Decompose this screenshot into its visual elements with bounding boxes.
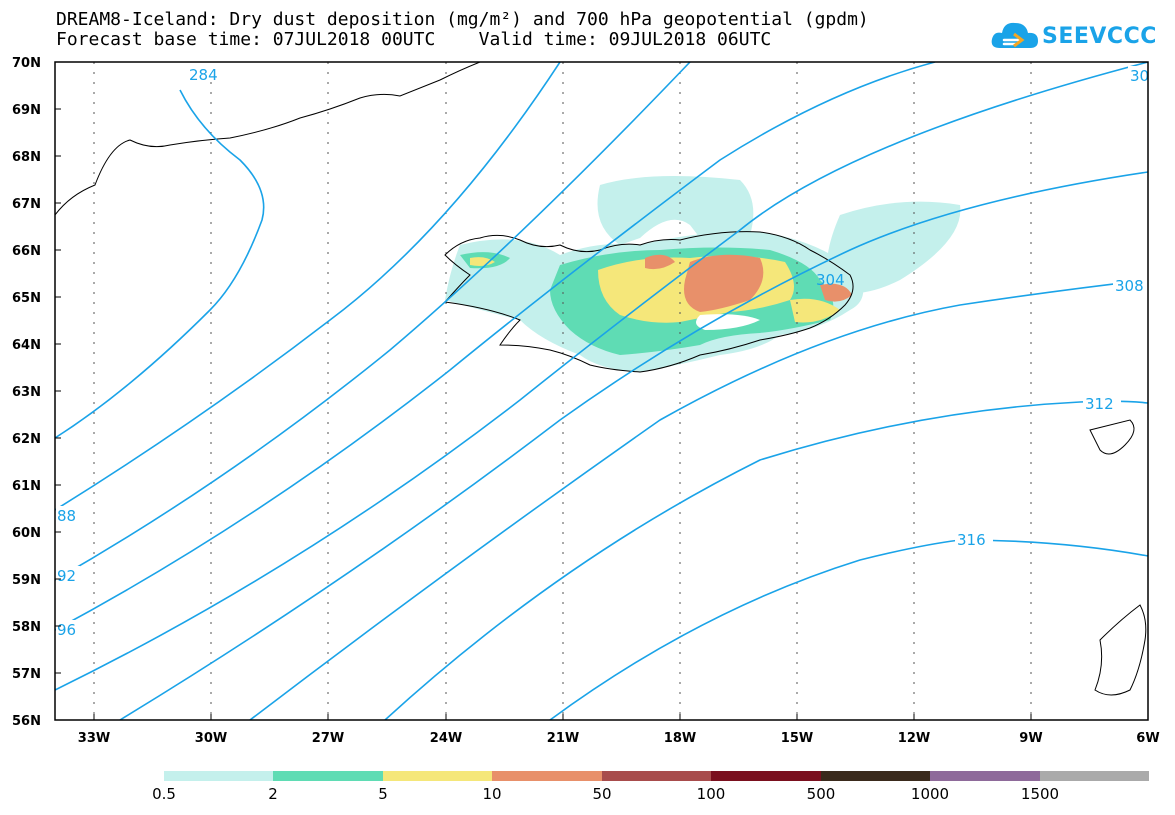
legend-label: 1500	[1020, 785, 1060, 803]
lat-label: 59N	[12, 573, 41, 588]
legend-swatch	[164, 771, 273, 781]
lat-labels: 70N 69N 68N 67N 66N 65N 64N 63N 62N 61N …	[12, 56, 41, 729]
lat-label: 70N	[12, 56, 41, 71]
lon-label: 9W	[1019, 731, 1042, 746]
legend-label: 5	[378, 785, 388, 803]
legend-label: 50	[592, 785, 612, 803]
coastlines	[55, 62, 1147, 696]
legend-swatch	[930, 771, 1040, 781]
lat-label: 68N	[12, 150, 41, 165]
legend-swatch	[383, 771, 492, 781]
legend-swatch	[273, 771, 383, 781]
contour-labels: 284 88 92 96 304 308 312 316 30	[56, 62, 1149, 639]
contour-label: 92	[57, 567, 76, 585]
legend-label: 10	[482, 785, 502, 803]
lat-ticks	[55, 61, 61, 721]
contour-label: 312	[1085, 395, 1114, 413]
legend-label: 100	[696, 785, 726, 803]
dust-deposition-field	[445, 176, 961, 372]
lat-label: 58N	[12, 620, 41, 635]
seevccc-logo: SEEVCCC	[990, 18, 1156, 58]
legend-label: 500	[806, 785, 836, 803]
legend-swatch	[602, 771, 711, 781]
contour-label: 308	[1115, 277, 1144, 295]
lon-label: 24W	[430, 731, 462, 746]
legend-swatch	[711, 771, 821, 781]
legend-label: 0.5	[152, 785, 176, 803]
contour-label: 88	[57, 507, 76, 525]
logo-text: SEEVCCC	[1042, 24, 1157, 49]
lon-label: 6W	[1136, 731, 1159, 746]
lon-label: 12W	[898, 731, 930, 746]
contour-label: 30	[1130, 67, 1149, 85]
lon-label: 18W	[664, 731, 696, 746]
legend-label: 1000	[910, 785, 950, 803]
cloud-icon	[991, 22, 1038, 48]
contour-label: 284	[189, 66, 218, 84]
legend-label: 2	[268, 785, 278, 803]
lon-label: 21W	[547, 731, 579, 746]
lat-label: 60N	[12, 526, 41, 541]
lon-labels: 33W 30W 27W 24W 21W 18W 15W 12W 9W 6W	[78, 731, 1160, 746]
lon-label: 27W	[312, 731, 344, 746]
map-title: DREAM8-Iceland: Dry dust deposition (mg/…	[56, 9, 869, 30]
lat-label: 61N	[12, 479, 41, 494]
legend-swatch	[492, 771, 602, 781]
contour-label: 316	[957, 531, 986, 549]
lon-label: 15W	[781, 731, 813, 746]
lat-label: 62N	[12, 432, 41, 447]
lat-label: 69N	[12, 103, 41, 118]
lat-label: 66N	[12, 244, 41, 259]
lon-ticks	[93, 714, 1149, 720]
lat-label: 67N	[12, 197, 41, 212]
lon-label: 33W	[78, 731, 110, 746]
lat-label: 64N	[12, 338, 41, 353]
geopotential-contours	[55, 62, 1148, 720]
forecast-times: Forecast base time: 07JUL2018 00UTC Vali…	[56, 29, 772, 50]
lat-label: 56N	[12, 714, 41, 729]
lat-label: 65N	[12, 291, 41, 306]
lat-label: 57N	[12, 667, 41, 682]
legend-swatch	[1040, 771, 1149, 781]
contour-label: 304	[816, 271, 845, 289]
lat-label: 63N	[12, 385, 41, 400]
lon-label: 30W	[195, 731, 227, 746]
contour-label: 96	[57, 621, 76, 639]
legend-swatch	[821, 771, 930, 781]
